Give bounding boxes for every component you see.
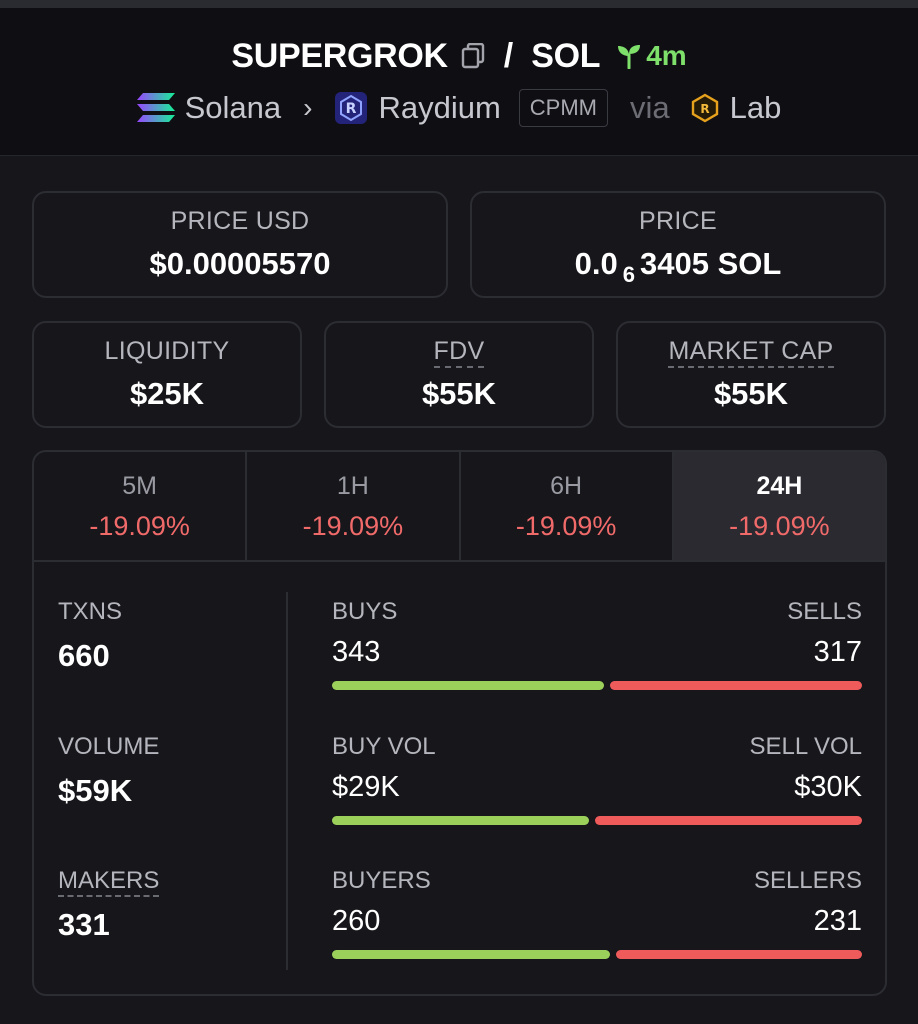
buy-vol-value: $29K <box>332 771 400 803</box>
liquidity-label: LIQUIDITY <box>104 337 230 365</box>
fdv-value: $55K <box>421 376 497 411</box>
price-usd-card: PRICE USD $0.00005570 <box>32 191 448 298</box>
copy-icon[interactable] <box>460 43 486 69</box>
price-native-suffix: 3405 SOL <box>640 246 782 281</box>
svg-text:R: R <box>346 101 357 117</box>
sell-vol-label: SELL VOL <box>749 733 862 760</box>
volume-label: VOLUME <box>58 733 160 760</box>
price-native-prefix: 0.0 <box>574 246 618 281</box>
liquidity-value: $25K <box>129 376 205 411</box>
solana-icon <box>136 93 175 123</box>
via-label: via <box>630 90 670 125</box>
price-native-zero-count: 6 <box>622 262 636 287</box>
sellers-label: SELLERS <box>753 867 862 894</box>
pair-header: SUPERGROK / SOL 4m <box>0 8 918 156</box>
pair-separator: / <box>503 36 514 75</box>
liquidity-card: LIQUIDITY $25K <box>32 321 302 428</box>
sell-vol-value: $30K <box>794 771 862 803</box>
makers-stat: MAKERS 331 <box>58 867 160 943</box>
makers-value: 331 <box>58 907 110 942</box>
volume-stat: VOLUME $59K <box>58 733 159 809</box>
tab-change: -19.09% <box>515 511 617 541</box>
buy-vol-label: BUY VOL <box>332 733 436 760</box>
pool-type-badge: CPMM <box>518 89 609 127</box>
price-native-card: PRICE 0.0 6 3405 SOL <box>470 191 886 298</box>
tab-5m[interactable]: 5M -19.09% <box>34 452 248 560</box>
price-native-label: PRICE <box>639 207 717 235</box>
trading-stats-panel: 5M -19.09% 1H -19.09% 6H -19.09% 24H -19… <box>32 450 887 996</box>
tab-24h[interactable]: 24H -19.09% <box>673 452 885 560</box>
launchpad-link[interactable]: Lab <box>729 90 782 125</box>
fdv-label[interactable]: FDV <box>433 337 485 368</box>
tab-1h[interactable]: 1H -19.09% <box>247 452 461 560</box>
tab-label: 1H <box>336 472 369 500</box>
tab-label: 6H <box>550 472 583 500</box>
sells-label: SELLS <box>787 598 862 625</box>
buyers-sellers-bar <box>332 950 862 959</box>
sells-value: 317 <box>813 636 862 668</box>
age-value: 4m <box>646 40 687 71</box>
pair-age: 4m <box>616 40 687 72</box>
sells-bar <box>610 681 862 690</box>
txns-label: TXNS <box>58 598 123 625</box>
buyers-value: 260 <box>332 905 381 937</box>
price-native-value: 0.0 6 3405 SOL <box>472 246 884 287</box>
sellers-bar <box>615 950 862 959</box>
buyers-bar <box>332 950 610 959</box>
buy-vol-bar <box>332 816 589 825</box>
pair-route-row: Solana › R Raydium CPMM via R Lab <box>0 86 918 130</box>
tab-change: -19.09% <box>89 511 190 541</box>
buys-value: 343 <box>332 636 381 668</box>
buys-label: BUYS <box>332 598 398 625</box>
lab-icon: R <box>690 93 720 123</box>
sell-vol-bar <box>594 816 862 825</box>
buy-sell-volume-bar <box>332 816 862 825</box>
tab-6h[interactable]: 6H -19.09% <box>461 452 674 560</box>
stats-divider <box>286 592 288 970</box>
token-symbol: SUPERGROK <box>231 36 448 75</box>
quote-symbol: SOL <box>531 36 601 75</box>
tab-change: -19.09% <box>729 511 830 541</box>
fdv-card[interactable]: FDV $55K <box>324 321 594 428</box>
dex-link[interactable]: Raydium <box>378 90 501 125</box>
makers-label[interactable]: MAKERS <box>58 867 160 897</box>
chain-link[interactable]: Solana <box>184 90 282 125</box>
tab-label: 5M <box>122 472 157 500</box>
price-usd-label: PRICE USD <box>170 207 310 235</box>
svg-text:R: R <box>700 102 709 116</box>
buys-sells-bar <box>332 681 862 690</box>
sellers-value: 231 <box>813 905 862 937</box>
chevron-right-icon: › <box>303 92 313 123</box>
volume-value: $59K <box>58 773 133 808</box>
market-cap-value: $55K <box>713 376 789 411</box>
buyers-sellers-split: BUYERS SELLERS 260 231 <box>332 867 862 959</box>
tab-label: 24H <box>756 472 803 500</box>
buys-sells-split: BUYS SELLS 343 317 <box>332 598 862 690</box>
timeframe-tabs: 5M -19.09% 1H -19.09% 6H -19.09% 24H -19… <box>34 452 885 562</box>
txns-stat: TXNS 660 <box>58 598 122 674</box>
buys-bar <box>332 681 605 690</box>
txns-value: 660 <box>58 638 110 673</box>
price-usd-value: $0.00005570 <box>149 246 331 281</box>
buy-sell-volume-split: BUY VOL SELL VOL $29K $30K <box>332 733 862 825</box>
market-cap-card[interactable]: MARKET CAP $55K <box>616 321 886 428</box>
market-cap-label[interactable]: MARKET CAP <box>668 337 834 368</box>
sprout-icon <box>616 43 642 69</box>
tab-change: -19.09% <box>302 511 404 541</box>
pair-title-row: SUPERGROK / SOL 4m <box>0 36 918 76</box>
top-strip <box>0 0 918 8</box>
buyers-label: BUYERS <box>332 867 431 894</box>
raydium-icon: R <box>334 91 368 125</box>
